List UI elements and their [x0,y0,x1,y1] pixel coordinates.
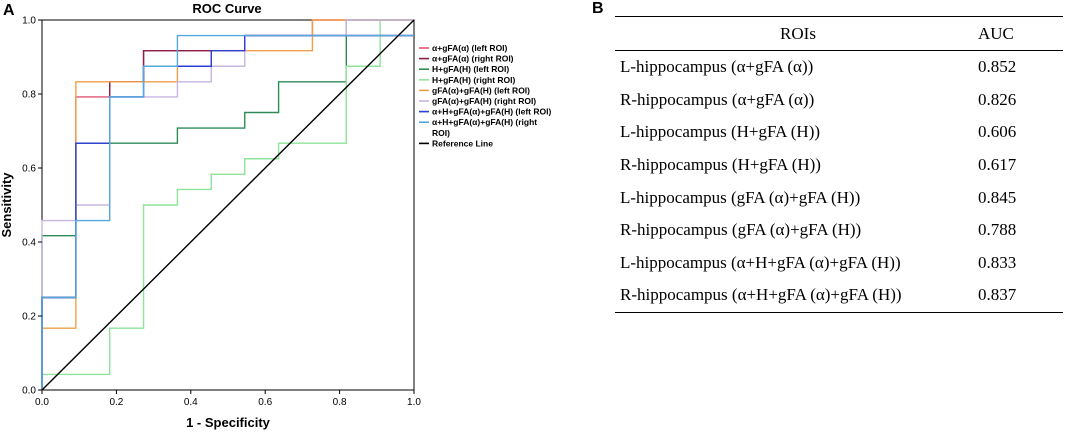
roi-cell: L-hippocampus (α+H+gFA (α)+gFA (H)) [620,252,901,272]
tick-layer: 0.0 0.2 0.4 0.6 0.8 1.0 0.0 0.2 0.4 0.6 0.8 1.0 [22,16,421,409]
auc-cell: 0.852 [978,57,1017,77]
series-line-8 [41,19,415,391]
chart-title: ROC Curve [192,1,261,16]
roi-cell: L-hippocampus (α+gFA (α)) [620,57,814,77]
roi-cell: R-hippocampus (gFA (α)+gFA (H)) [620,220,862,240]
panel-a-label: A [3,2,15,19]
auc-table: ROIs AUC L-hippocampus (α+gFA (α)) 0.852 … [615,16,1063,313]
y-tick-label: 1.0 [22,16,36,27]
table-row: R-hippocampus (α+gFA (α)) 0.826 [615,84,1063,117]
legend-label: α+gFA(α) (left ROI) [432,43,508,53]
legend-label: α+gFA(α) (right ROI) [432,54,514,64]
legend-label: H+gFA(H) (left ROI) [432,64,509,74]
y-tick-label: 0.0 [22,386,36,397]
header-auc: AUC [978,23,1014,43]
y-axis-label: Sensitivity [0,172,14,238]
series-line-7 [41,34,414,390]
legend-label: α+H+gFA(α)+gFA(H) (right ROI) [432,117,537,138]
legend-label: H+gFA(H) (right ROI) [432,75,516,85]
x-tick-label: 0.4 [184,397,198,408]
auc-table-panel: ROIs AUC L-hippocampus (α+gFA (α)) 0.852 … [615,16,1063,313]
series-line-3 [42,19,414,376]
y-tick-label: 0.2 [22,312,36,323]
table-row: R-hippocampus (gFA (α)+gFA (H)) 0.788 [615,214,1063,247]
table-row: L-hippocampus (H+gFA (H)) 0.606 [615,116,1063,149]
y-tick-label: 0.8 [22,90,36,101]
roi-cell: L-hippocampus (gFA (α)+gFA (H)) [620,187,861,207]
roi-cell: R-hippocampus (H+gFA (H)) [620,155,821,175]
auc-cell: 0.845 [978,187,1017,207]
legend-label: Reference Line [432,138,493,148]
auc-cell: 0.833 [978,252,1017,272]
series-layer [41,19,415,391]
y-tick-label: 0.6 [22,164,36,175]
table-row: L-hippocampus (α+H+gFA (α)+gFA (H)) 0.833 [615,247,1063,280]
legend-label: gFA(α)+gFA(H) (right ROI) [432,96,536,106]
auc-cell: 0.788 [978,220,1017,240]
header-rois: ROIs [780,23,816,43]
x-tick-label: 0.6 [258,397,272,408]
table-row: R-hippocampus (α+H+gFA (α)+gFA (H)) 0.837 [615,279,1063,313]
x-tick-label: 0.8 [333,397,347,408]
roi-cell: L-hippocampus (H+gFA (H)) [620,122,821,142]
roi-cell: R-hippocampus (α+gFA (α)) [620,89,815,109]
x-tick-label: 1.0 [407,397,421,408]
auc-cell: 0.606 [978,122,1017,142]
roi-cell: R-hippocampus (α+H+gFA (α)+gFA (H)) [620,285,902,305]
roc-chart: ROC Curve 0.0 0.2 0.4 0.6 0.8 1.0 0.0 0.2 0.4 0.6… [0,1,551,430]
table-row: L-hippocampus (gFA (α)+gFA (H)) 0.845 [615,181,1063,214]
table-row: L-hippocampus (α+gFA (α)) 0.852 [615,51,1063,84]
legend-label: α+H+gFA(α)+gFA(H) (left ROI) [432,107,551,117]
legend: α+gFA(α) (left ROI)α+gFA(α) (right ROI)H… [419,43,551,148]
y-tick-label: 0.4 [22,238,36,249]
table-header-row: ROIs AUC [615,16,1063,51]
x-axis-label: 1 - Specificity [186,415,271,430]
auc-cell: 0.837 [978,285,1017,305]
x-tick-label: 0.0 [35,397,49,408]
auc-cell: 0.826 [978,89,1017,109]
x-tick-label: 0.2 [109,397,123,408]
panel-b-label: B [592,0,604,17]
table-row: R-hippocampus (H+gFA (H)) 0.617 [615,149,1063,182]
auc-cell: 0.617 [978,155,1017,175]
legend-label: gFA(α)+gFA(H) (left ROI) [432,85,530,95]
